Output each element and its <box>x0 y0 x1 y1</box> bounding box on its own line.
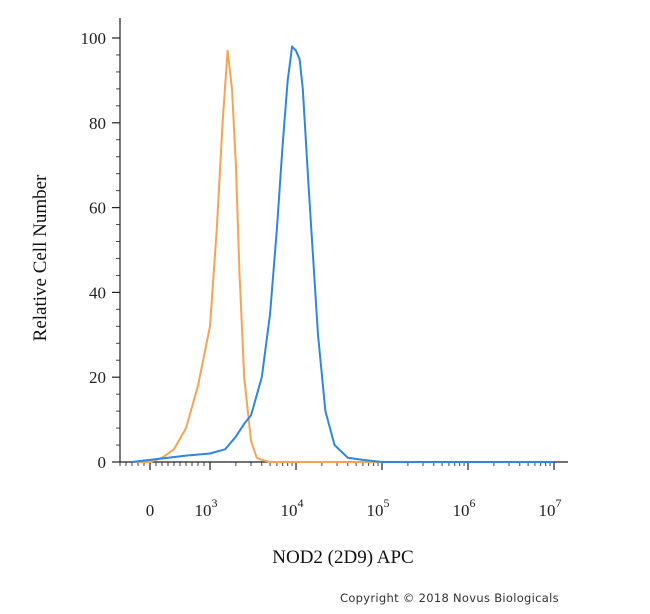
y-tick-label: 40 <box>89 283 106 302</box>
y-tick-label: 100 <box>81 29 107 48</box>
x-tick-label: 0 <box>146 501 155 520</box>
y-tick-label: 80 <box>89 114 106 133</box>
x-tick-exponent: 6 <box>470 496 476 510</box>
y-axis-minor-ticks <box>116 54 120 446</box>
copyright-text: Copyright © 2018 Novus Biologicals <box>340 591 559 605</box>
x-tick-base: 10 <box>539 501 556 520</box>
x-tick-label: 106 <box>453 496 476 520</box>
x-tick-base: 0 <box>146 501 155 520</box>
x-tick-label: 107 <box>539 496 562 520</box>
y-tick-label: 20 <box>89 368 106 387</box>
x-axis-ticks: 0 103 104 105 106 107 <box>146 462 562 520</box>
series-line-2 <box>131 45 554 463</box>
y-axis-title: Relative Cell Number <box>30 174 51 341</box>
series-line-1 <box>132 49 554 463</box>
x-axis-title: NOD2 (2D9) APC <box>272 547 413 568</box>
x-tick-exponent: 5 <box>384 496 390 510</box>
x-tick-base: 10 <box>281 501 298 520</box>
y-tick-label: 0 <box>98 453 107 472</box>
x-tick-exponent: 7 <box>556 496 562 510</box>
x-tick-base: 10 <box>195 501 212 520</box>
x-tick-exponent: 4 <box>298 496 304 510</box>
x-tick-exponent: 3 <box>212 496 218 510</box>
x-tick-label: 103 <box>195 496 218 520</box>
x-tick-label: 104 <box>281 496 304 520</box>
x-tick-base: 10 <box>367 501 384 520</box>
y-axis-ticks: 0 20 40 60 80 100 <box>81 29 120 472</box>
y-tick-label: 60 <box>89 199 106 218</box>
x-tick-base: 10 <box>453 501 470 520</box>
x-tick-label: 105 <box>367 496 390 520</box>
series-layer <box>131 45 554 463</box>
